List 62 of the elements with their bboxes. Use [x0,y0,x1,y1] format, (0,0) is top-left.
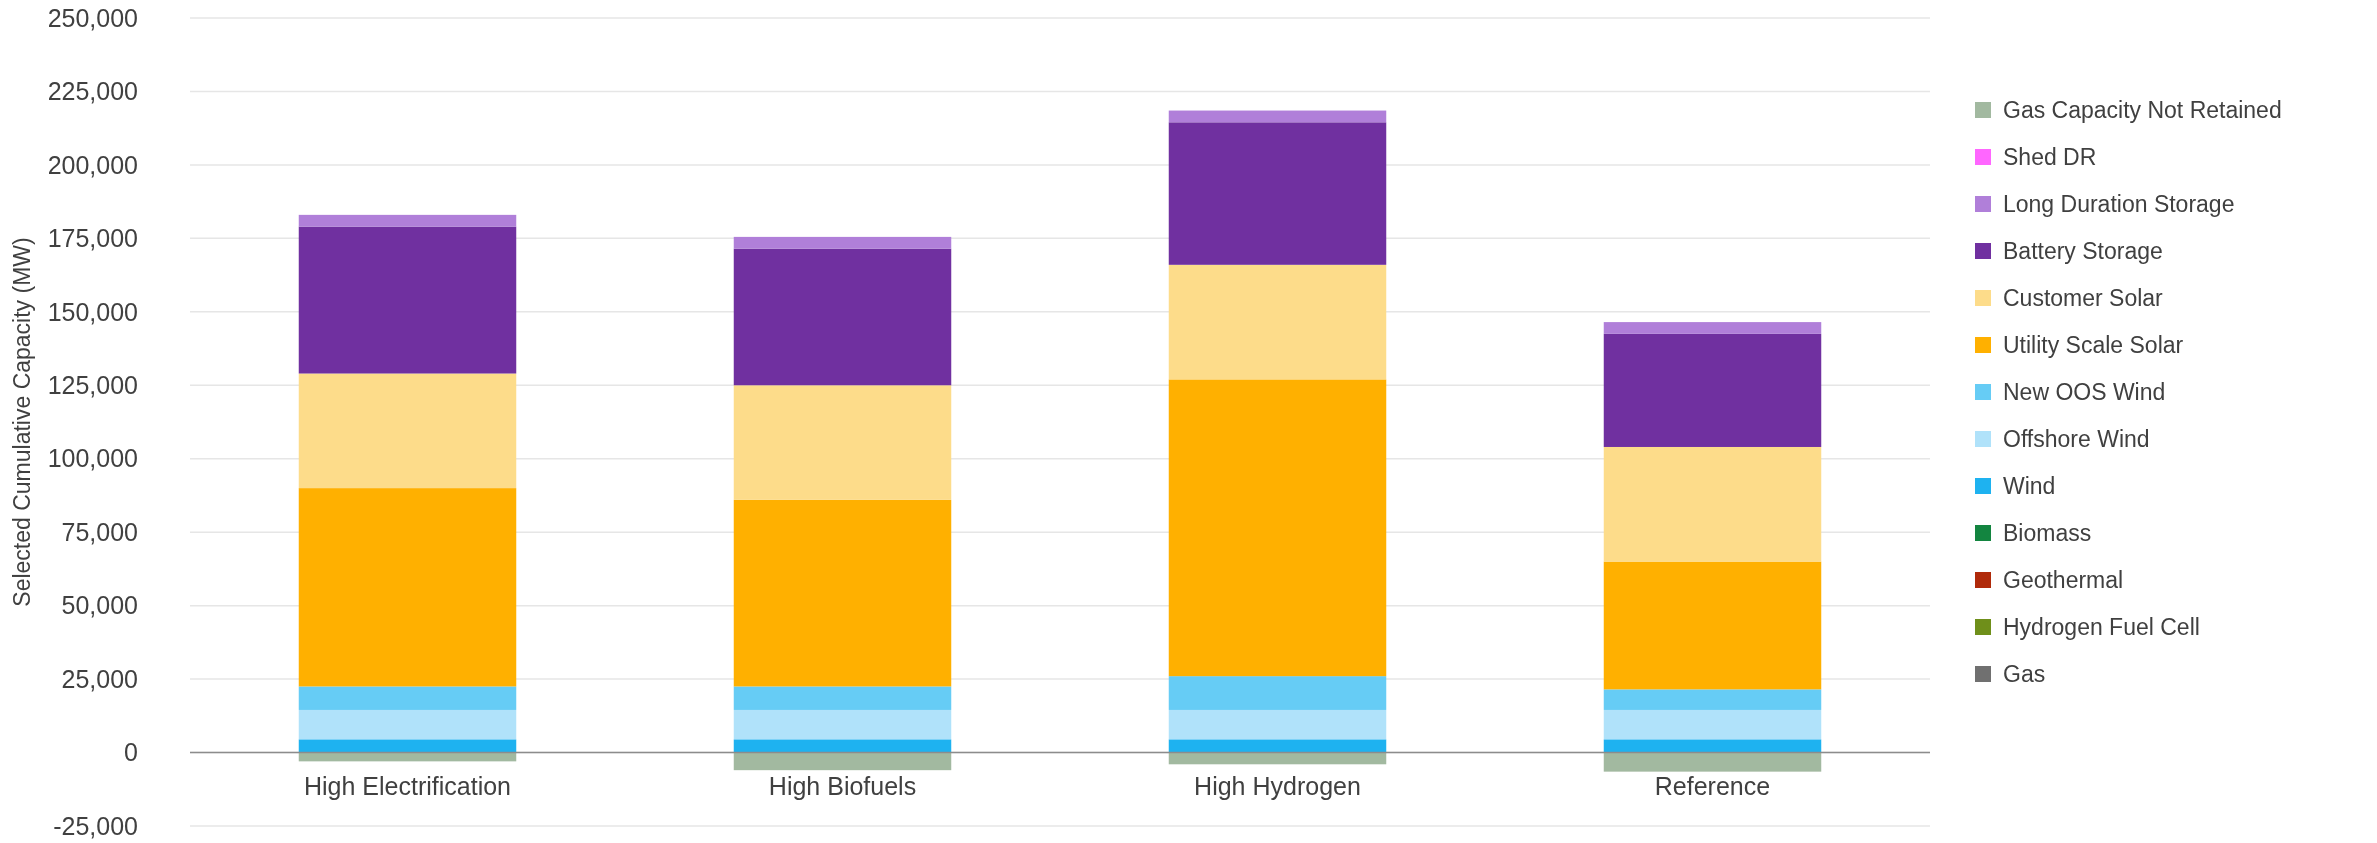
bar [298,214,517,227]
bar [1603,709,1822,740]
legend-label: Geothermal [2003,567,2124,594]
y-tick-label: 175,000 [47,224,138,253]
x-tick-label: Reference [1654,771,1771,800]
bar [733,709,952,740]
bar [1603,322,1822,334]
y-axis-title: Selected Cumulative Capacity (MW) [9,237,35,607]
y-tick-label: 125,000 [47,371,138,400]
legend-label: Shed DR [2003,144,2097,171]
bar [1603,561,1822,690]
legend-label: Biomass [2003,520,2092,547]
y-tick-label: 0 [124,738,138,767]
bar [733,752,952,771]
legend-label: Offshore Wind [2003,426,2150,453]
bar [298,752,517,762]
bar [1168,379,1387,677]
legend-label: Utility Scale Solar [2003,332,2184,359]
bar [733,236,952,249]
bar [298,488,517,687]
bar [1603,446,1822,562]
bar [733,686,952,710]
bar [1168,709,1387,740]
legend-label: Gas [2003,661,2046,688]
bar [733,499,952,687]
y-tick-label: 25,000 [61,664,138,693]
legend-label: Wind [2003,473,2056,500]
bar [1603,333,1822,447]
bar [1168,110,1387,123]
bar [298,686,517,710]
legend-label: Battery Storage [2003,238,2163,265]
bar [733,248,952,386]
legend-label: Customer Solar [2003,285,2164,312]
bar [1168,752,1387,765]
x-tick-label: High Hydrogen [1194,771,1361,800]
y-tick-label: 100,000 [47,444,138,473]
y-tick-label: 75,000 [61,517,138,546]
bar [1168,122,1387,265]
x-tick-label: High Electrification [303,771,512,800]
y-tick-label: -25,000 [53,811,138,840]
legend-label: New OOS Wind [2003,379,2166,406]
bar [298,226,517,374]
bar [733,385,952,500]
y-tick-label: 250,000 [47,3,138,32]
x-tick-label: High Biofuels [768,771,917,800]
bar [1603,689,1822,710]
y-tick-label: 50,000 [61,591,138,620]
legend-label: Hydrogen Fuel Cell [2003,614,2200,641]
y-tick-label: 200,000 [47,150,138,179]
legend-label: Long Duration Storage [2003,191,2235,218]
y-tick-label: 225,000 [47,77,138,106]
y-tick-label: 150,000 [47,297,138,326]
legend-label: Gas Capacity Not Retained [2003,97,2282,124]
bar [1603,752,1822,772]
bar [1168,739,1387,753]
bar [1168,676,1387,710]
bar [733,739,952,753]
bar [1603,739,1822,753]
bar [298,373,517,489]
bar [298,709,517,740]
bar [298,739,517,753]
bar [1168,264,1387,380]
